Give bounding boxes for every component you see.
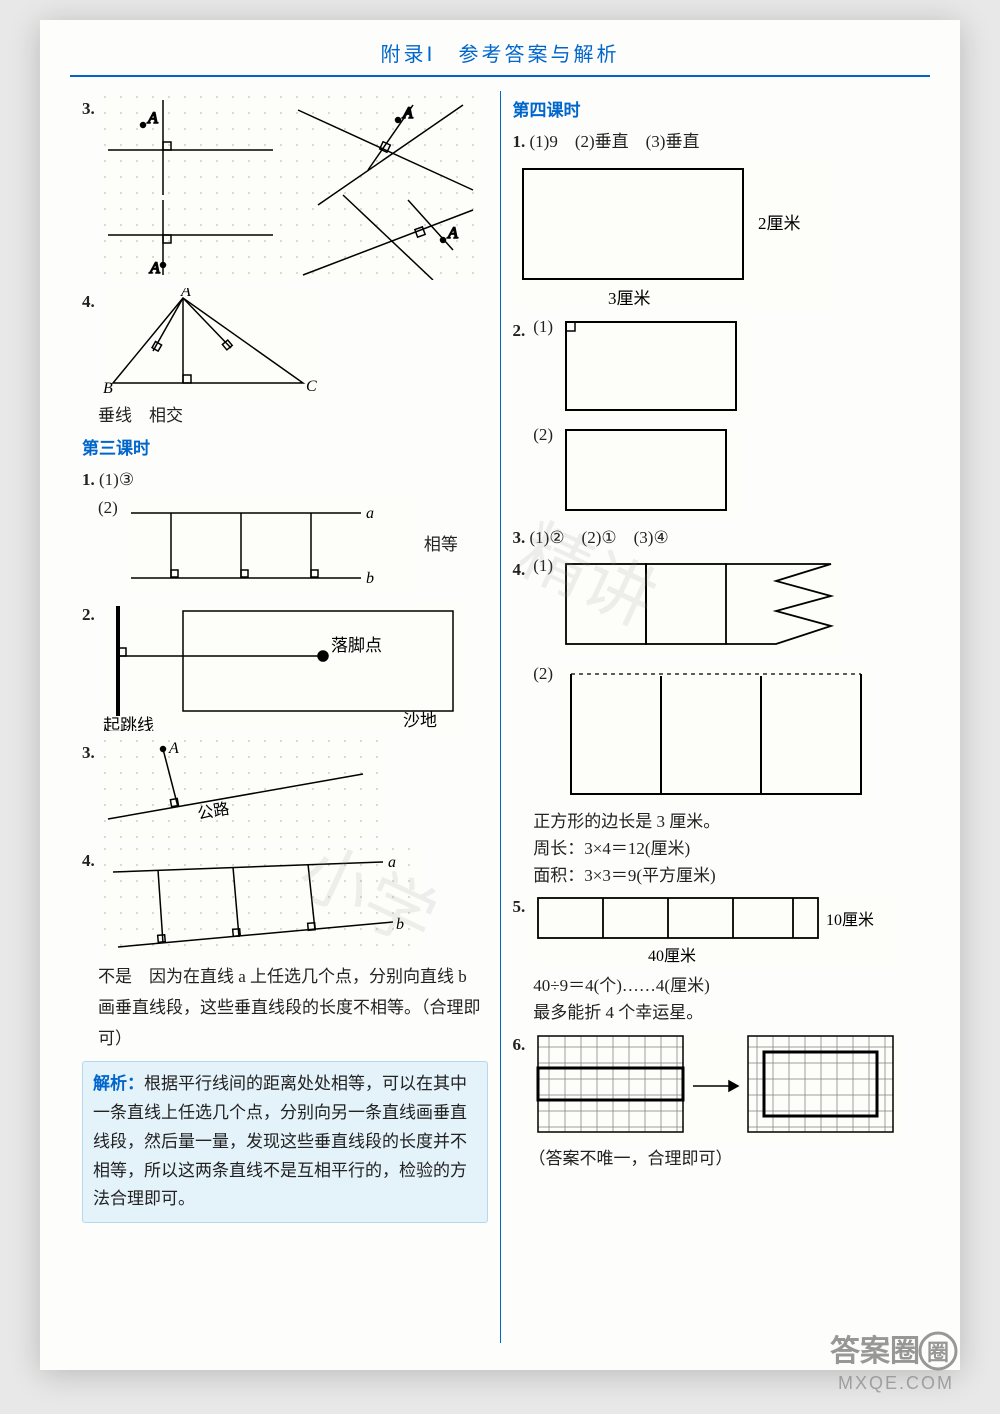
l4q5-diagram: 10厘米 40厘米 xyxy=(533,893,893,968)
l4q4-a: (1) xyxy=(533,552,553,579)
svg-text:A: A xyxy=(447,225,458,242)
left-q3-label: 3. xyxy=(82,95,95,122)
svg-text:b: b xyxy=(366,570,374,587)
svg-text:2厘米: 2厘米 xyxy=(758,214,801,233)
q4-triangle: A B C xyxy=(103,288,323,398)
explain-label: 解析： xyxy=(93,1074,144,1093)
l3q1-label: 1. xyxy=(82,470,95,489)
svg-text:a: a xyxy=(388,854,396,871)
l4q6-label: 6. xyxy=(513,1031,526,1058)
l3q2-label: 2. xyxy=(82,601,95,628)
l3q3-diagram: A 公路 xyxy=(103,739,383,839)
svg-text:A: A xyxy=(168,740,179,757)
l4q3-label: 3. xyxy=(513,528,526,547)
l4q1-diagram: 2厘米 3厘米 xyxy=(513,159,833,309)
explain-box: 解析：根据平行线间的距离处处相等，可以在其中一条直线上任选几个点，分别向另一条直… xyxy=(82,1061,488,1223)
l3q1-diagram: a b xyxy=(126,498,416,593)
l4q6-diagram xyxy=(533,1031,903,1141)
l4q5-ans: 最多能折 4 个幸运星。 xyxy=(533,999,918,1026)
lesson4-title: 第四课时 xyxy=(513,97,919,124)
svg-text:B: B xyxy=(103,380,113,397)
l4q2-label: 2. xyxy=(513,317,526,344)
l4q4-text3: 面积：3×3＝9(平方厘米) xyxy=(533,862,871,889)
site-logo: 答案圈 圈 MXQE.COM xyxy=(820,1329,980,1399)
l3q4-diagram: a b xyxy=(103,847,423,957)
svg-text:a: a xyxy=(366,505,374,522)
svg-text:起跳线: 起跳线 xyxy=(103,716,154,731)
l4q4a-diagram xyxy=(561,556,841,656)
lesson3-title: 第三课时 xyxy=(82,435,488,462)
l4q4-b: (2) xyxy=(533,660,553,687)
l4q6-note: （答案不唯一，合理即可） xyxy=(529,1145,919,1172)
l4q2-b: (2) xyxy=(533,421,553,448)
svg-text:3厘米: 3厘米 xyxy=(608,289,651,308)
l4q4-label: 4. xyxy=(513,556,526,583)
l4q2b-diagram xyxy=(561,425,741,520)
l3q2-diagram: 落脚点 起跳线 沙地 xyxy=(103,601,463,731)
svg-text:40厘米: 40厘米 xyxy=(648,947,696,965)
svg-text:A: A xyxy=(149,260,160,277)
left-q4-answer: 垂线 相交 xyxy=(98,402,488,429)
l4q3-ans: (1)② (2)① (3)④ xyxy=(530,528,669,547)
l3q1-eq: 相等 xyxy=(424,531,458,558)
svg-text:C: C xyxy=(306,378,317,395)
l3q1-b: (2) xyxy=(98,494,118,521)
svg-text:A: A xyxy=(147,110,158,127)
l3q1-a: (1)③ xyxy=(99,470,134,489)
svg-text:答案圈: 答案圈 xyxy=(830,1334,920,1368)
svg-text:圈: 圈 xyxy=(927,1340,949,1365)
left-q4-label: 4. xyxy=(82,288,95,315)
l4q2-a: (1) xyxy=(533,313,553,340)
svg-text:沙地: 沙地 xyxy=(403,711,437,730)
page-header: 附录Ⅰ 参考答案与解析 xyxy=(70,38,930,77)
l3q4-label: 4. xyxy=(82,847,95,874)
explain-text: 根据平行线间的距离处处相等，可以在其中一条直线上任选几个点，分别向另一条直线画垂… xyxy=(93,1074,467,1209)
l4q2a-diagram xyxy=(561,317,751,417)
l4q1-ans: (1)9 (2)垂直 (3)垂直 xyxy=(530,132,700,151)
l4q5-label: 5. xyxy=(513,893,526,920)
svg-text:A: A xyxy=(402,105,413,122)
l3q3-label: 3. xyxy=(82,739,95,766)
svg-text:MXQE.COM: MXQE.COM xyxy=(838,1373,954,1393)
svg-text:10厘米: 10厘米 xyxy=(826,911,874,929)
l4q5-calc: 40÷9＝4(个)……4(厘米) xyxy=(533,972,918,999)
l4q4-text1: 正方形的边长是 3 厘米。 xyxy=(533,808,871,835)
svg-text:b: b xyxy=(396,916,404,933)
svg-text:A: A xyxy=(180,288,191,300)
right-column: 第四课时 1. (1)9 (2)垂直 (3)垂直 2厘米 3厘米 2. (1) xyxy=(501,91,931,1343)
l4q4-text2: 周长：3×4＝12(厘米) xyxy=(533,835,871,862)
l4q1-label: 1. xyxy=(513,132,526,151)
q3-diagram: A A A xyxy=(103,95,483,280)
l3q4-answer: 不是 因为在直线 a 上任选几个点，分别向直线 b 画垂直线段，这些垂直线段的长… xyxy=(98,961,488,1055)
l4q4b-diagram xyxy=(561,664,871,804)
svg-text:落脚点: 落脚点 xyxy=(331,636,382,655)
left-column: 3. A xyxy=(70,91,501,1343)
